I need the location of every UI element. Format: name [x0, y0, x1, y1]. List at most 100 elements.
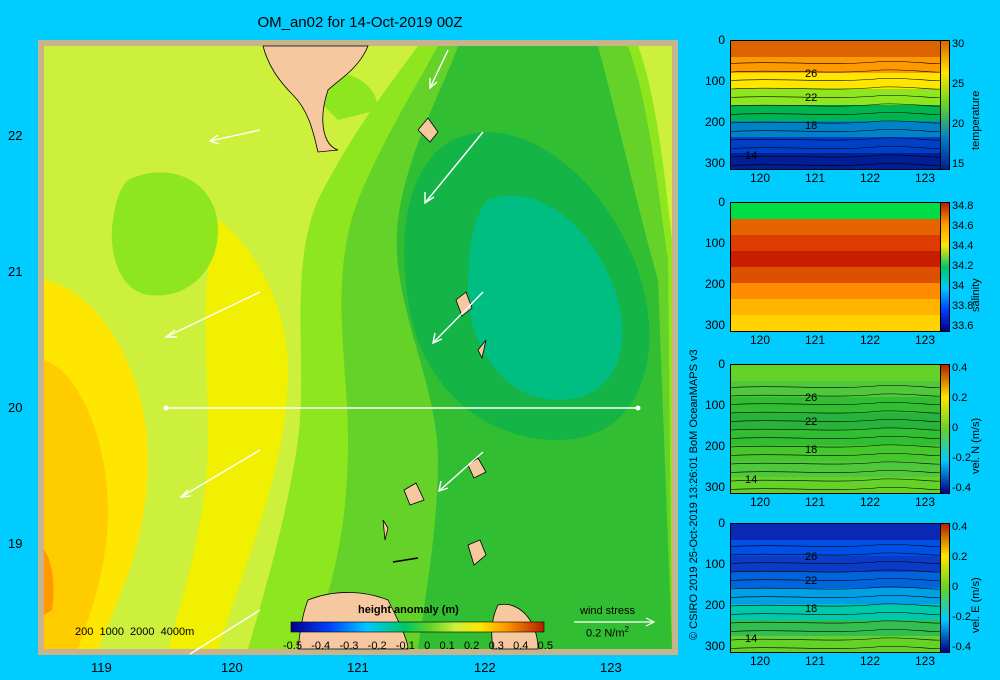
cbar-tick: -0.2 [952, 611, 971, 623]
cbar-tick: 30 [952, 38, 965, 50]
lon-tick-120: 120 [221, 660, 243, 675]
lon-tick: 121 [804, 495, 826, 509]
contour-label: 14 [745, 474, 758, 486]
map-title: OM_an02 for 14-Oct-2019 00Z [257, 14, 463, 31]
section-panel-temperature[interactable] [730, 40, 942, 170]
lon-tick-123: 123 [600, 660, 622, 675]
cbar-tick: 25 [952, 78, 965, 90]
cbar-tick: 0.1 [439, 640, 455, 652]
wind-stress-label: wind stress [580, 605, 636, 617]
cbar-tick: 34.4 [952, 240, 974, 252]
depth-legend: 200 1000 2000 4000m [75, 626, 195, 638]
contour-label: 14 [745, 150, 758, 162]
lon-tick: 123 [914, 495, 936, 509]
depth-tick: 200 [704, 115, 725, 129]
cbar-tick: 33.8 [952, 300, 974, 312]
lon-tick: 122 [859, 495, 881, 509]
depth-tick: 0 [718, 516, 725, 530]
panel-label: vel. N (m/s) [970, 417, 982, 474]
credit-text: © CSIRO 2019 25-Oct-2019 13:26:01 BoM Oc… [688, 349, 700, 640]
lon-tick: 121 [804, 333, 826, 347]
lon-tick: 123 [914, 171, 936, 185]
cbar-tick: 0.3 [488, 640, 504, 652]
cbar-tick: 0.5 [537, 640, 553, 652]
wind-scale-label: 0.2 N/m2 [586, 625, 629, 640]
depth-tick: 300 [704, 318, 725, 332]
lon-tick: 122 [859, 333, 881, 347]
contour-label: 14 [745, 633, 758, 645]
cbar-tick: 0.4 [513, 640, 529, 652]
contour-label: 22 [805, 416, 818, 428]
cbar-tick: 0.2 [952, 392, 968, 404]
cbar-tick: 34.8 [952, 200, 974, 212]
lon-tick-119: 119 [91, 660, 112, 675]
lat-tick-22: 22 [8, 128, 23, 143]
lon-tick: 123 [914, 654, 936, 668]
lon-tick: 123 [914, 333, 936, 347]
lon-tick-122: 122 [474, 660, 496, 675]
depth-tick: 0 [718, 357, 725, 371]
cbar-tick: 33.6 [952, 320, 974, 332]
depth-tick: 100 [704, 557, 725, 571]
cbar-tick: -0.5 [283, 640, 302, 652]
contour-label: 18 [805, 120, 818, 132]
depth-tick: 100 [704, 236, 725, 250]
cbar-tick: -0.4 [311, 640, 331, 652]
lon-tick: 120 [749, 171, 771, 185]
cbar-tick: -0.4 [952, 482, 971, 494]
cbar-tick: 15 [952, 158, 965, 170]
contour-label: 26 [805, 392, 818, 404]
panel-label: salinity [970, 278, 982, 312]
contour-label: 18 [805, 444, 818, 456]
depth-tick: 200 [704, 277, 725, 291]
lon-tick: 120 [749, 654, 771, 668]
lon-tick: 121 [804, 654, 826, 668]
panel-label: vel. E (m/s) [970, 577, 982, 633]
depth-tick: 100 [704, 398, 725, 412]
depth-tick: 200 [704, 598, 725, 612]
cbar-tick: 34.2 [952, 260, 974, 272]
cbar-tick: 0.4 [952, 362, 968, 374]
cbar-tick: -0.1 [395, 640, 415, 652]
cbar-tick: 0.2 [464, 640, 480, 652]
cbar-tick: 0.4 [952, 521, 968, 533]
lon-tick: 122 [859, 654, 881, 668]
depth-tick: 0 [718, 33, 725, 47]
cbar-tick: 0 [424, 640, 431, 652]
section-panel-velE[interactable] [730, 523, 942, 653]
contour-label: 22 [805, 575, 818, 587]
cbar-tick: 20 [952, 118, 965, 130]
lon-tick-121: 121 [347, 660, 369, 675]
colorbar-ticks: -0.5 -0.4 -0.3 -0.2 -0.1 0 0.1 0.2 0.3 0… [283, 640, 553, 652]
height-anomaly-map[interactable] [38, 40, 678, 655]
cbar-tick: 34.6 [952, 220, 974, 232]
colorbar-salinity [940, 202, 950, 332]
colorbar-velE [940, 523, 950, 653]
depth-tick: 300 [704, 156, 725, 170]
section-panel-velN[interactable] [730, 364, 942, 494]
contour-label: 22 [805, 92, 818, 104]
colorbar-title: height anomaly (m) [358, 604, 459, 616]
depth-tick: 0 [718, 195, 725, 209]
contour-label: 18 [805, 603, 818, 615]
lon-tick: 120 [749, 333, 771, 347]
lon-tick: 120 [749, 495, 771, 509]
cbar-tick: 34 [952, 280, 965, 292]
depth-tick: 100 [704, 74, 725, 88]
colorbar-velN [940, 364, 950, 494]
cbar-tick: -0.4 [952, 641, 971, 653]
depth-tick: 200 [704, 439, 725, 453]
depth-tick: 300 [704, 480, 725, 494]
cbar-tick: 0 [952, 581, 959, 593]
colorbar-temperature [940, 40, 950, 170]
lat-tick-19: 19 [8, 536, 23, 551]
cbar-tick: -0.2 [367, 640, 387, 652]
lat-tick-21: 21 [8, 264, 23, 279]
lon-tick: 121 [804, 171, 826, 185]
contour-label: 26 [805, 551, 818, 563]
depth-tick: 300 [704, 639, 725, 653]
section-panel-salinity[interactable] [730, 202, 942, 332]
panel-label: temperature [970, 90, 982, 150]
cbar-tick: 0 [952, 422, 959, 434]
cbar-tick: -0.3 [339, 640, 359, 652]
